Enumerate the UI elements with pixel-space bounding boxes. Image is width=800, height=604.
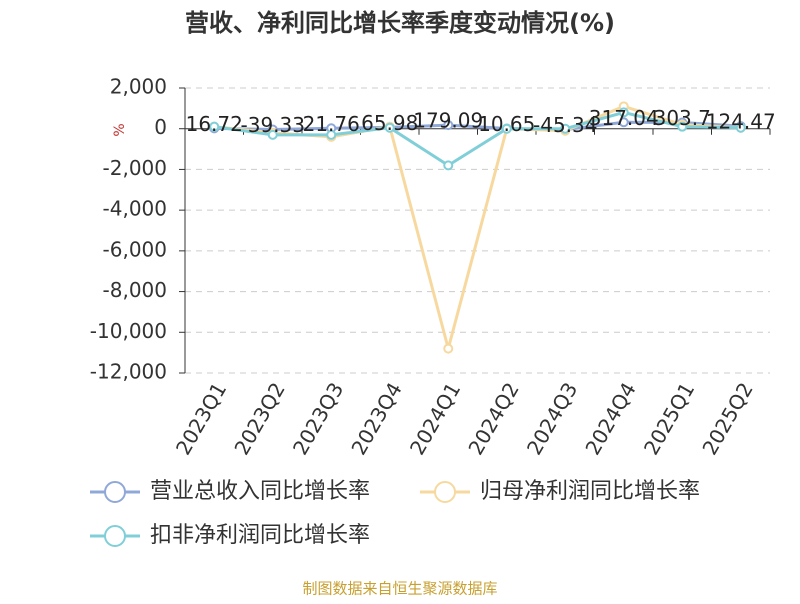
point <box>735 122 746 133</box>
point <box>443 343 454 354</box>
x-tick-label: 2023Q4 <box>346 378 406 459</box>
point <box>443 120 454 131</box>
data-label: 10.65 <box>478 112 535 136</box>
legend-label: 扣非净利润同比增长率 <box>150 523 370 548</box>
data-label: 21.76 <box>303 112 360 136</box>
data-label: 317.04 <box>589 106 659 130</box>
point <box>618 107 629 118</box>
point <box>618 117 629 128</box>
y-tick-label: -10,000 <box>90 319 167 343</box>
data-label: -45.34 <box>533 113 597 137</box>
point <box>267 129 278 140</box>
data-label: 179.09 <box>413 109 483 133</box>
x-tick-label: 2025Q1 <box>639 378 699 459</box>
data-label: 303.7 <box>654 106 711 130</box>
point <box>677 121 688 132</box>
source-note: 制图数据来自恒生聚源数据库 <box>302 580 497 598</box>
chart-title: 营收、净利同比增长率季度变动情况(%) <box>185 9 615 37</box>
x-tick-label: 2024Q2 <box>463 378 523 459</box>
point <box>501 123 512 134</box>
data-label: 124.47 <box>706 110 776 134</box>
point <box>209 121 220 132</box>
x-tick-label: 2023Q3 <box>288 378 348 459</box>
point <box>443 160 454 171</box>
data-label: 65.98 <box>361 111 418 135</box>
x-tick-label: 2024Q3 <box>522 378 582 459</box>
series-line <box>214 120 741 132</box>
y-tick-label: -8,000 <box>103 278 167 302</box>
series-line <box>214 110 741 168</box>
y-axis-label: % <box>112 123 128 136</box>
y-tick-label: 0 <box>154 115 167 139</box>
point <box>326 129 337 140</box>
point <box>384 122 395 133</box>
legend-label: 营业总收入同比增长率 <box>150 479 370 504</box>
data-label: 16.72 <box>186 112 243 136</box>
x-tick-label: 2023Q1 <box>171 378 231 459</box>
x-tick-label: 2024Q1 <box>405 378 465 459</box>
data-label: -39.33 <box>241 113 305 137</box>
x-tick-label: 2025Q2 <box>697 378 757 459</box>
y-tick-label: -4,000 <box>103 197 167 221</box>
x-tick-label: 2023Q2 <box>229 378 289 459</box>
legend-icon <box>434 481 456 503</box>
point <box>560 123 571 134</box>
y-tick-label: -12,000 <box>90 360 167 384</box>
legend-icon <box>104 481 126 503</box>
y-tick-label: -6,000 <box>103 237 167 261</box>
legend-icon <box>104 525 126 547</box>
series-line <box>214 104 741 355</box>
y-tick-label: -2,000 <box>103 156 167 180</box>
legend-label: 归母净利润同比增长率 <box>480 479 700 504</box>
y-tick-label: 2,000 <box>110 75 167 99</box>
x-tick-label: 2024Q4 <box>580 378 640 459</box>
